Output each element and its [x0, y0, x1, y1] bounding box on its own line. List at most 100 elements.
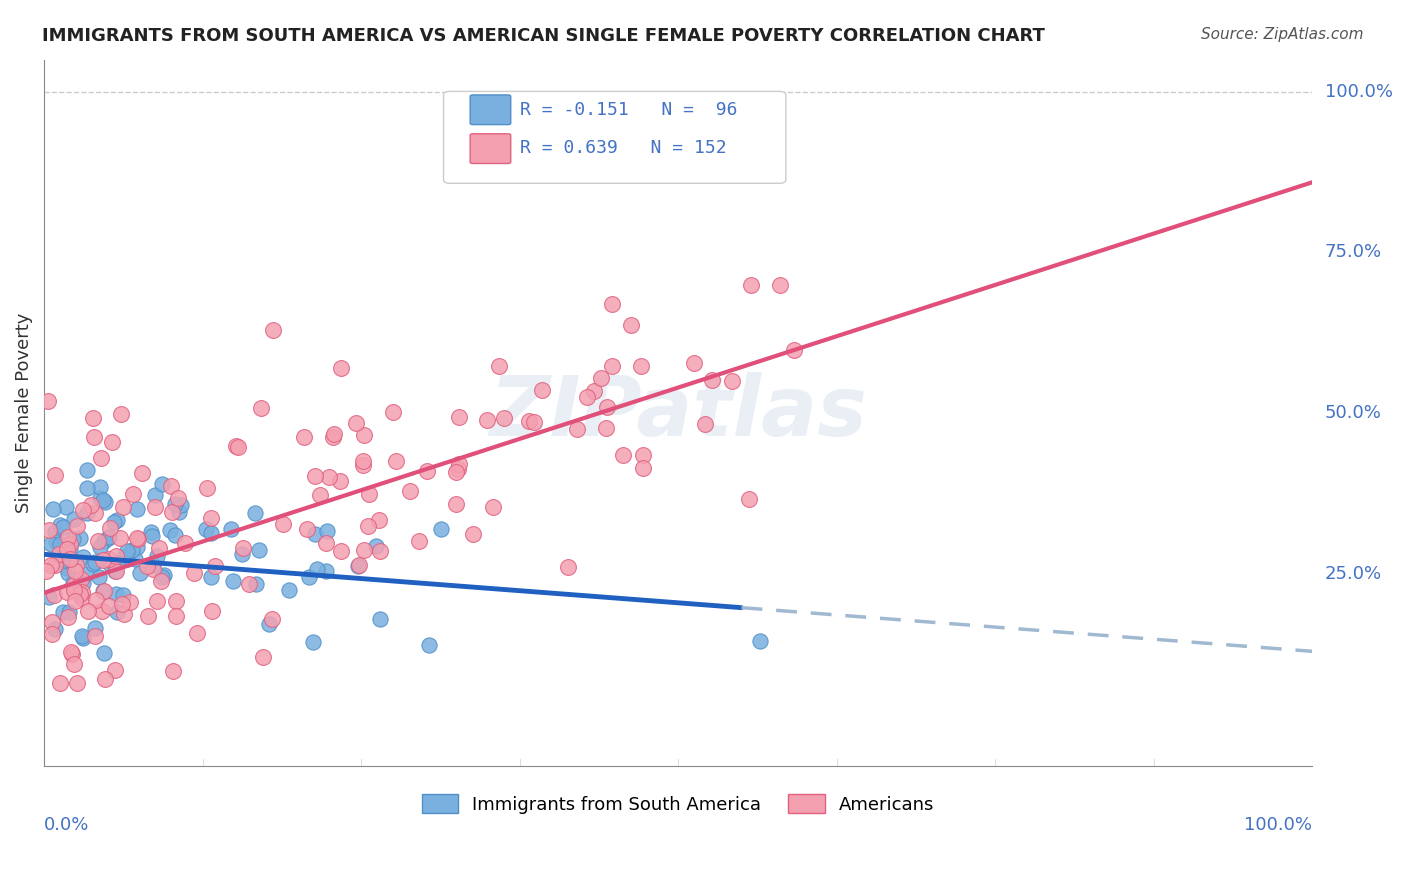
Point — [612, 448, 634, 462]
FancyBboxPatch shape — [470, 134, 510, 163]
Point — [186, 625, 208, 640]
Point — [52, 520, 75, 534]
Point — [83, 506, 105, 520]
Point — [84, 592, 107, 607]
Point — [136, 608, 159, 623]
Point — [142, 558, 165, 572]
Text: Source: ZipAtlas.com: Source: ZipAtlas.com — [1201, 27, 1364, 42]
Point — [111, 598, 134, 612]
Point — [48, 547, 70, 561]
Point — [69, 531, 91, 545]
Point — [38, 590, 60, 604]
Point — [382, 404, 405, 418]
Point — [118, 595, 141, 609]
Point — [143, 500, 166, 515]
Point — [231, 547, 253, 561]
Point — [90, 450, 112, 465]
Point — [596, 401, 619, 415]
Point — [141, 528, 163, 542]
Point — [93, 647, 115, 661]
Point — [142, 562, 165, 576]
Point — [323, 427, 346, 442]
Point — [94, 672, 117, 686]
Point — [97, 531, 120, 545]
Point — [76, 463, 98, 477]
Point — [98, 557, 121, 571]
Point — [200, 570, 222, 584]
Point — [399, 483, 422, 498]
Point — [252, 650, 274, 665]
Point — [37, 394, 59, 409]
Point — [91, 584, 114, 599]
Point — [104, 564, 127, 578]
Point — [481, 500, 503, 514]
Point — [247, 543, 270, 558]
Point — [112, 549, 135, 564]
Point — [58, 605, 80, 619]
Point — [475, 413, 498, 427]
Point — [97, 552, 120, 566]
Point — [41, 558, 63, 572]
Text: IMMIGRANTS FROM SOUTH AMERICA VS AMERICAN SINGLE FEMALE POVERTY CORRELATION CHAR: IMMIGRANTS FROM SOUTH AMERICA VS AMERICA… — [42, 27, 1045, 45]
Point — [447, 457, 470, 471]
Point — [298, 570, 321, 584]
Point — [517, 414, 540, 428]
Point — [115, 551, 138, 566]
Point — [84, 629, 107, 643]
Point — [93, 583, 115, 598]
Point — [330, 361, 353, 376]
Point — [582, 384, 605, 398]
Point — [56, 566, 79, 580]
Point — [565, 422, 588, 436]
Point — [523, 415, 546, 429]
Point — [418, 639, 440, 653]
Point — [693, 417, 716, 432]
Point — [49, 518, 72, 533]
Point — [347, 559, 370, 574]
Text: 50.0%: 50.0% — [1324, 404, 1382, 422]
Point — [103, 515, 125, 529]
Point — [349, 558, 371, 572]
Point — [62, 532, 84, 546]
Point — [105, 513, 128, 527]
Point — [93, 533, 115, 548]
Point — [165, 609, 187, 624]
Point — [238, 577, 260, 591]
Point — [105, 549, 128, 564]
Point — [59, 551, 82, 566]
Point — [295, 522, 318, 536]
Point — [89, 491, 111, 505]
Point — [38, 523, 60, 537]
Point — [633, 448, 655, 462]
Point — [166, 594, 188, 608]
Point — [52, 605, 75, 619]
Point — [620, 318, 643, 332]
Point — [271, 517, 294, 532]
Point — [89, 540, 111, 554]
Point — [385, 454, 408, 468]
Point — [91, 553, 114, 567]
Point — [304, 469, 326, 483]
Point — [49, 537, 72, 551]
Point — [80, 498, 103, 512]
Point — [62, 647, 84, 661]
Point — [70, 629, 93, 643]
Point — [148, 541, 170, 556]
Point — [65, 564, 87, 578]
Point — [72, 550, 94, 565]
Point — [72, 575, 94, 590]
Point — [70, 591, 93, 605]
Point — [449, 409, 471, 424]
Point — [42, 501, 65, 516]
Point — [600, 359, 623, 373]
Point — [42, 588, 65, 602]
Point — [769, 277, 792, 292]
Point — [143, 487, 166, 501]
Point — [630, 359, 652, 373]
Point — [60, 645, 83, 659]
Point — [366, 539, 388, 553]
Point — [76, 506, 98, 520]
Point — [141, 524, 163, 539]
Point — [62, 575, 84, 590]
Point — [82, 557, 104, 571]
